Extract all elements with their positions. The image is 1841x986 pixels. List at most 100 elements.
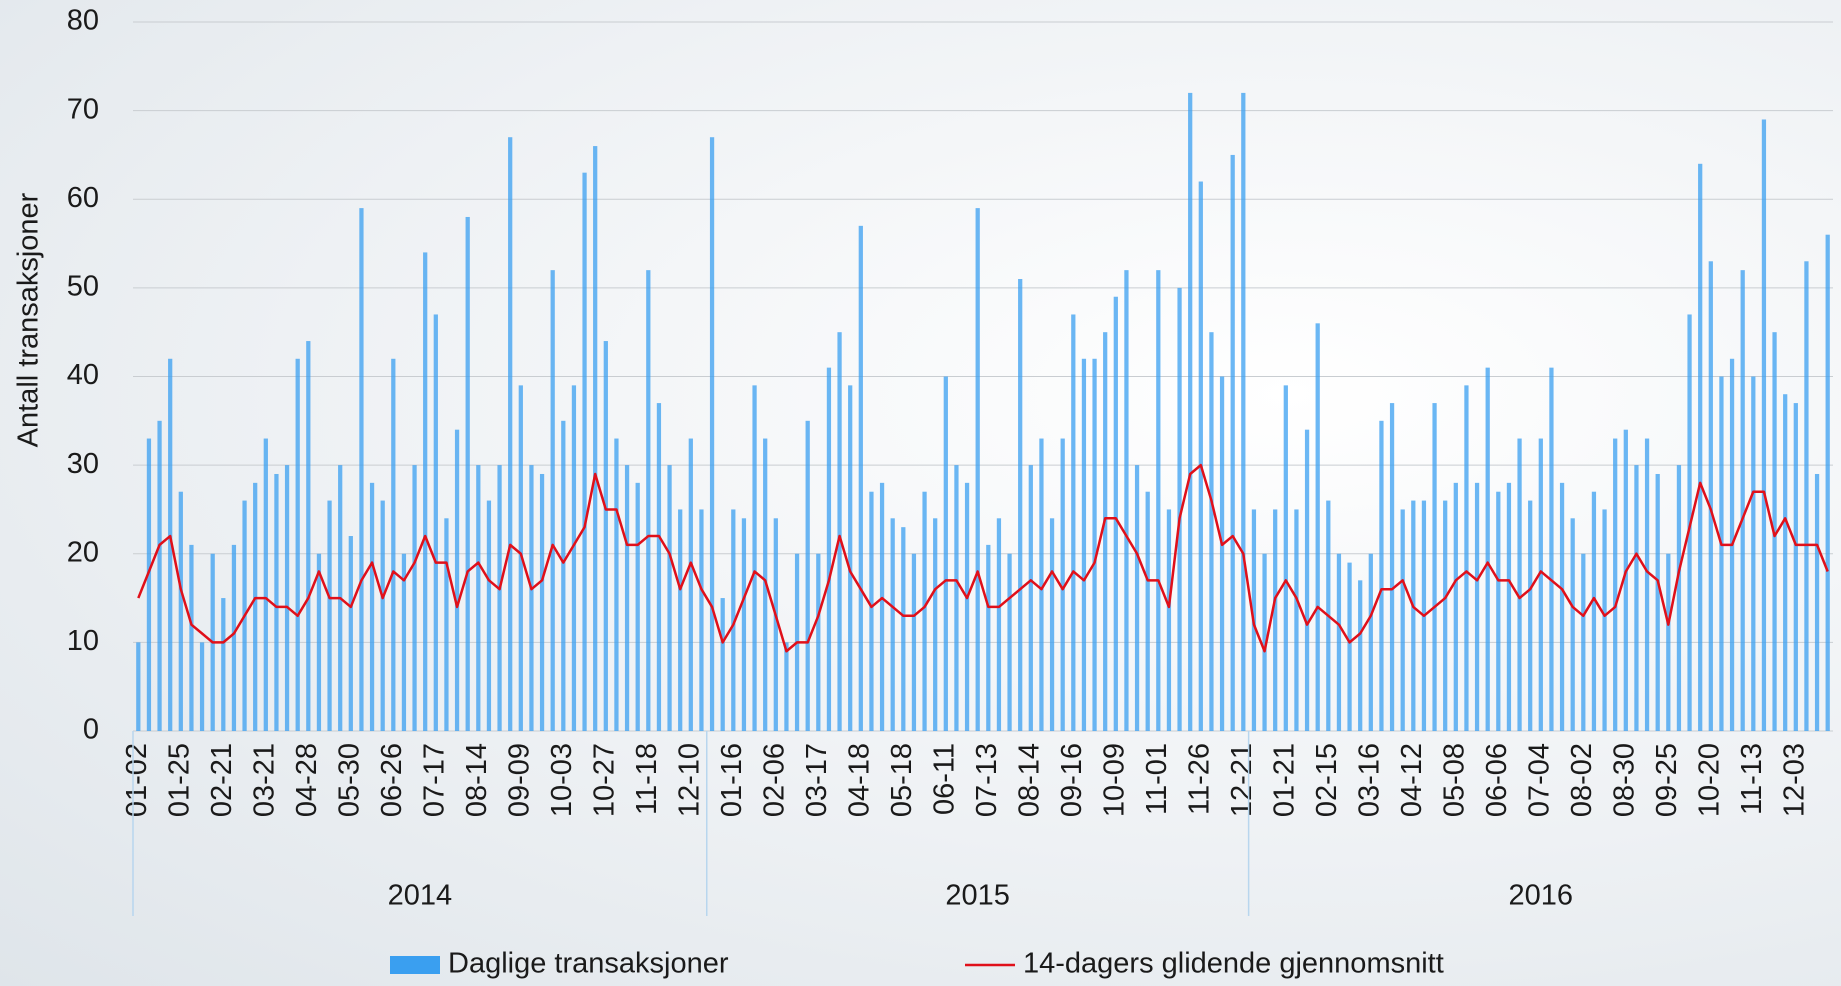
bar bbox=[986, 544, 991, 731]
y-tick-label: 60 bbox=[67, 182, 99, 214]
x-tick-label: 08-30 bbox=[1608, 743, 1640, 817]
bar bbox=[624, 465, 630, 731]
bar bbox=[550, 270, 555, 731]
bar bbox=[412, 465, 417, 731]
bar bbox=[1304, 429, 1310, 731]
x-tick-label: 06-11 bbox=[928, 743, 960, 815]
x-tick-label: 05-08 bbox=[1438, 743, 1470, 817]
bar bbox=[295, 358, 300, 731]
bar bbox=[221, 598, 226, 731]
y-tick-label: 50 bbox=[67, 271, 99, 303]
legend-label: 14-dagers glidende gjennomsnitt bbox=[1023, 948, 1444, 980]
bar bbox=[1538, 438, 1543, 731]
bar bbox=[943, 376, 948, 731]
x-tick-label: 11-13 bbox=[1736, 743, 1768, 815]
bar bbox=[1644, 438, 1650, 731]
bar bbox=[1219, 376, 1225, 731]
bar bbox=[1400, 509, 1405, 731]
bar bbox=[1474, 482, 1480, 731]
bar bbox=[1623, 429, 1628, 731]
bar bbox=[1273, 509, 1278, 731]
bar bbox=[773, 518, 778, 731]
bar bbox=[1379, 420, 1384, 731]
x-tick-label: 07-04 bbox=[1523, 743, 1555, 817]
bar bbox=[1814, 473, 1820, 731]
bar bbox=[1007, 553, 1012, 731]
bar bbox=[1113, 296, 1118, 731]
bar bbox=[826, 367, 832, 731]
bar bbox=[667, 465, 672, 731]
bar bbox=[954, 465, 959, 731]
x-tick-label: 02-15 bbox=[1311, 743, 1343, 817]
bar bbox=[263, 438, 268, 731]
y-tick-label: 20 bbox=[67, 536, 99, 568]
bar bbox=[1103, 332, 1108, 731]
year-label: 2014 bbox=[388, 880, 453, 912]
bar bbox=[1294, 509, 1299, 731]
bar bbox=[380, 500, 385, 731]
x-tick-label: 10-27 bbox=[588, 743, 620, 817]
bar bbox=[1177, 287, 1182, 731]
bar bbox=[1549, 367, 1554, 731]
x-tick-label: 04-18 bbox=[843, 743, 875, 817]
bar bbox=[1761, 119, 1767, 732]
bar bbox=[731, 509, 736, 731]
bar bbox=[369, 482, 375, 731]
x-tick-label: 05-30 bbox=[333, 743, 365, 817]
bar bbox=[1039, 438, 1044, 731]
bar bbox=[975, 208, 980, 732]
x-tick-label: 08-14 bbox=[461, 743, 493, 817]
x-tick-label: 09-16 bbox=[1056, 743, 1088, 817]
bar bbox=[433, 314, 438, 731]
x-tick-label: 04-12 bbox=[1396, 743, 1428, 817]
bar bbox=[1666, 553, 1671, 731]
bar bbox=[1315, 323, 1320, 731]
bar bbox=[837, 332, 842, 731]
bar bbox=[805, 420, 810, 731]
bar bbox=[911, 553, 917, 731]
bar bbox=[1049, 518, 1055, 731]
bar bbox=[1166, 509, 1172, 731]
x-tick-label: 10-20 bbox=[1693, 743, 1725, 817]
y-tick-label: 10 bbox=[67, 625, 99, 657]
bar bbox=[1453, 482, 1458, 731]
bar bbox=[539, 473, 545, 731]
bar bbox=[444, 518, 449, 731]
bar bbox=[858, 225, 863, 731]
bar bbox=[848, 385, 853, 731]
bar bbox=[1793, 403, 1798, 731]
x-tick-label: 08-02 bbox=[1566, 743, 1598, 817]
bar bbox=[1698, 163, 1703, 732]
x-tick-label: 11-26 bbox=[1183, 743, 1215, 815]
line bbox=[137, 463, 1829, 653]
bar bbox=[199, 642, 205, 731]
bar bbox=[306, 341, 311, 731]
x-tick-label: 10-09 bbox=[1098, 743, 1130, 817]
year-label: 2016 bbox=[1509, 880, 1574, 912]
bar bbox=[136, 642, 141, 731]
x-tick-label: 02-21 bbox=[206, 743, 238, 817]
bar bbox=[274, 473, 279, 731]
bar bbox=[635, 482, 640, 731]
x-tick-label: 07-13 bbox=[971, 743, 1003, 817]
bar bbox=[922, 491, 927, 731]
bar bbox=[1358, 580, 1363, 731]
bar bbox=[1134, 465, 1140, 731]
bar bbox=[614, 438, 619, 731]
x-tick-label: 12-03 bbox=[1778, 743, 1810, 817]
bar bbox=[423, 252, 428, 732]
bar bbox=[646, 270, 651, 731]
y-tick-label: 30 bbox=[67, 448, 99, 480]
bar bbox=[189, 544, 194, 731]
bar bbox=[699, 509, 704, 731]
bar bbox=[157, 420, 162, 731]
bar bbox=[1411, 500, 1416, 731]
bar bbox=[1368, 553, 1373, 731]
bar bbox=[741, 518, 747, 731]
bar bbox=[1124, 270, 1129, 731]
x-tick-label: 07-17 bbox=[418, 743, 450, 817]
bar bbox=[933, 518, 938, 731]
bar bbox=[688, 438, 693, 731]
x-tick-label: 10-03 bbox=[546, 743, 578, 817]
bar bbox=[1751, 376, 1756, 731]
